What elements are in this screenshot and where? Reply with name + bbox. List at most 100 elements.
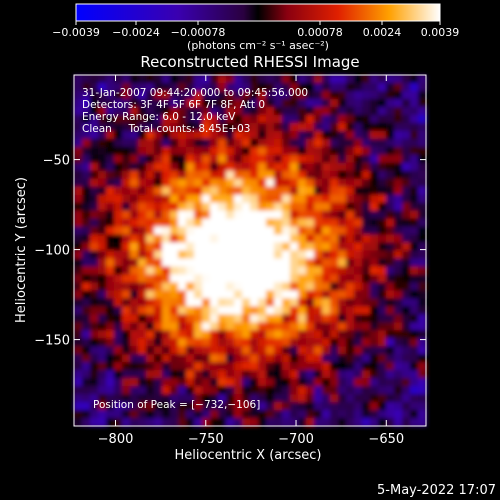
- heatmap-cell: [138, 210, 147, 220]
- heatmap-cell: [258, 314, 267, 323]
- heatmap-cell: [290, 242, 299, 252]
- heatmap-cell: [162, 218, 171, 228]
- heatmap-cell: [362, 346, 371, 355]
- heatmap-cell: [322, 370, 331, 379]
- heatmap-cell: [378, 274, 387, 284]
- heatmap-cell: [114, 410, 123, 419]
- heatmap-cell: [258, 306, 267, 315]
- heatmap-cell: [258, 90, 267, 100]
- heatmap-cell: [266, 338, 275, 347]
- heatmap-cell: [178, 106, 187, 116]
- heatmap-cell: [74, 402, 83, 411]
- heatmap-cell: [362, 322, 371, 331]
- heatmap-cell: [114, 210, 123, 220]
- heatmap-cell: [234, 386, 243, 395]
- heatmap-cell: [98, 410, 107, 419]
- heatmap-cell: [394, 354, 403, 363]
- heatmap-cell: [418, 402, 427, 411]
- heatmap-cell: [298, 266, 307, 276]
- heatmap-cell: [298, 178, 307, 188]
- heatmap-cell: [154, 138, 163, 148]
- heatmap-cell: [354, 154, 363, 164]
- heatmap-cell: [178, 314, 187, 323]
- heatmap-cell: [418, 82, 427, 92]
- heatmap-cell: [322, 178, 331, 188]
- heatmap-cell: [370, 218, 379, 228]
- heatmap-cell: [322, 130, 331, 140]
- heatmap-cell: [106, 346, 115, 355]
- heatmap-cell: [178, 114, 187, 124]
- heatmap-cell: [74, 98, 83, 108]
- heatmap-cell: [370, 82, 379, 92]
- heatmap-cell: [138, 218, 147, 228]
- heatmap-cell: [234, 418, 243, 427]
- heatmap-cell: [362, 138, 371, 148]
- heatmap-cell: [82, 130, 91, 140]
- heatmap-cell: [154, 258, 163, 268]
- heatmap-cell: [162, 418, 171, 427]
- heatmap-cell: [298, 90, 307, 100]
- heatmap-cell: [122, 90, 131, 100]
- heatmap-cell: [330, 378, 339, 387]
- heatmap-cell: [82, 402, 91, 411]
- heatmap-cell: [90, 82, 99, 92]
- heatmap-cell: [354, 194, 363, 204]
- heatmap-cell: [258, 330, 267, 339]
- heatmap-cell: [346, 202, 355, 212]
- heatmap-cell: [98, 250, 107, 260]
- heatmap-cell: [386, 106, 395, 116]
- heatmap-cell: [322, 418, 331, 427]
- heatmap-cell: [378, 258, 387, 268]
- heatmap-cell: [186, 402, 195, 411]
- heatmap-cell: [90, 186, 99, 196]
- heatmap-cell: [226, 218, 235, 228]
- heatmap-cell: [370, 418, 379, 427]
- heatmap-cell: [98, 258, 107, 268]
- heatmap-cell: [98, 114, 107, 124]
- heatmap-cell: [306, 162, 315, 172]
- heatmap-cell: [282, 282, 291, 291]
- heatmap-cell: [146, 226, 155, 236]
- heatmap-cell: [362, 90, 371, 100]
- heatmap-cell: [114, 274, 123, 284]
- heatmap-cell: [394, 122, 403, 132]
- heatmap-cell: [106, 250, 115, 260]
- heatmap-cell: [106, 290, 115, 299]
- heatmap-cell: [330, 226, 339, 236]
- heatmap-cell: [130, 234, 139, 244]
- heatmap-cell: [338, 202, 347, 212]
- heatmap-cell: [162, 90, 171, 100]
- heatmap-cell: [234, 114, 243, 124]
- heatmap-cell: [402, 170, 411, 180]
- heatmap-cell: [322, 146, 331, 156]
- heatmap-cell: [178, 386, 187, 395]
- heatmap-cell: [138, 250, 147, 260]
- heatmap-cell: [106, 170, 115, 180]
- heatmap-cell: [298, 186, 307, 196]
- heatmap-cell: [298, 346, 307, 355]
- heatmap-cell: [122, 242, 131, 252]
- heatmap-cell: [370, 234, 379, 244]
- heatmap-cell: [362, 266, 371, 276]
- heatmap-cell: [266, 354, 275, 363]
- heatmap-cell: [170, 322, 179, 331]
- heatmap-cell: [354, 178, 363, 188]
- heatmap-cell: [394, 162, 403, 172]
- heatmap-cell: [394, 274, 403, 284]
- heatmap-cell: [290, 234, 299, 244]
- heatmap-cell: [242, 346, 251, 355]
- heatmap-cell: [154, 202, 163, 212]
- heatmap-cell: [114, 146, 123, 156]
- heatmap-cell: [242, 226, 251, 236]
- heatmap-cell: [370, 394, 379, 403]
- heatmap-cell: [90, 202, 99, 212]
- heatmap-cell: [146, 250, 155, 260]
- heatmap-cell: [298, 106, 307, 116]
- heatmap-cell: [234, 162, 243, 172]
- heatmap-cell: [274, 106, 283, 116]
- heatmap-cell: [258, 386, 267, 395]
- heatmap-cell: [202, 250, 211, 260]
- heatmap-cell: [138, 290, 147, 299]
- heatmap-cell: [154, 306, 163, 315]
- heatmap-cell: [146, 138, 155, 148]
